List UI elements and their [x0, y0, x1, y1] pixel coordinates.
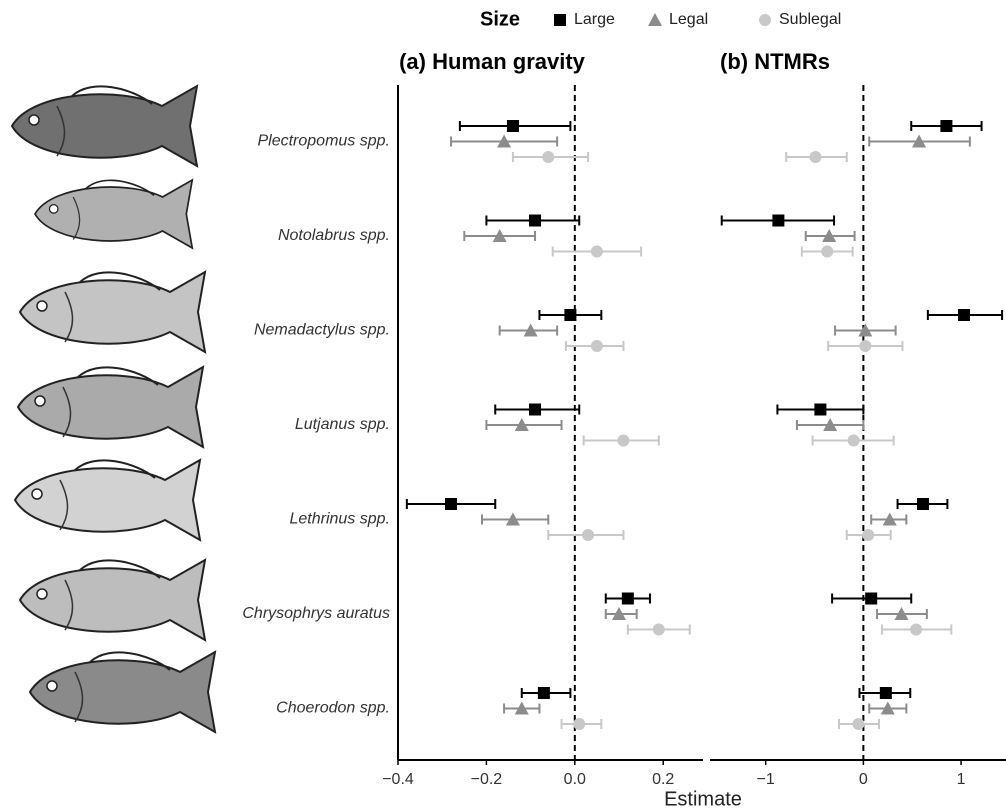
point: [772, 214, 785, 227]
point: [514, 701, 529, 715]
fish-illustrations: [11, 85, 216, 733]
point: [590, 245, 603, 258]
legend-label: Large: [574, 11, 615, 28]
category-label: Plectropomus spp.: [257, 133, 390, 150]
point: [814, 403, 827, 416]
point: [894, 607, 909, 620]
point: [858, 323, 873, 337]
point: [852, 718, 865, 730]
point: [564, 309, 577, 321]
legend-label: Legal: [669, 11, 708, 28]
x-tick-label: 0: [859, 771, 868, 788]
x-tick-label: 1: [957, 771, 966, 788]
x-axis-label: Estimate: [664, 788, 742, 810]
point: [879, 687, 892, 699]
point: [542, 151, 555, 163]
point: [916, 498, 929, 510]
legend-title: Size: [480, 8, 520, 30]
category-label: Chrysophrys auratus: [242, 605, 390, 622]
panel-title: (a) Human gravity: [399, 49, 586, 74]
point: [910, 623, 923, 636]
point: [822, 229, 837, 242]
point: [648, 13, 662, 26]
point: [862, 529, 875, 541]
category-label: Lutjanus spp.: [295, 416, 390, 433]
category-label: Lethrinus spp.: [289, 511, 390, 528]
x-tick-label: 0.2: [652, 771, 674, 788]
point: [612, 607, 627, 620]
point: [847, 434, 860, 447]
category-label: Choerodon spp.: [276, 700, 390, 717]
point: [865, 592, 878, 605]
point: [505, 512, 520, 526]
point: [445, 498, 458, 510]
panel-title: (b) NTMRs: [720, 49, 830, 74]
point: [859, 340, 872, 352]
point: [582, 529, 595, 541]
point: [617, 434, 630, 447]
point: [759, 14, 771, 26]
point: [506, 120, 519, 132]
point: [497, 134, 512, 148]
point: [823, 418, 838, 431]
point: [957, 309, 970, 321]
x-tick-label: −0.2: [471, 771, 503, 788]
category-label: Notolabrus spp.: [278, 227, 390, 244]
point: [882, 512, 897, 526]
point: [537, 687, 550, 699]
point: [529, 403, 542, 416]
point: [492, 229, 507, 242]
point: [652, 623, 665, 636]
point: [940, 120, 953, 132]
x-tick-label: −0.4: [382, 771, 414, 788]
point: [514, 418, 529, 431]
x-tick-label: 0.0: [564, 771, 586, 788]
point: [880, 701, 895, 715]
point: [554, 14, 566, 26]
category-label: Nemadactylus spp.: [254, 322, 390, 339]
point: [523, 323, 538, 337]
point: [590, 340, 603, 352]
point: [573, 718, 586, 730]
point: [912, 134, 927, 148]
point: [821, 245, 834, 258]
point: [621, 592, 634, 605]
legend-label: Sublegal: [779, 11, 841, 28]
point: [809, 151, 822, 163]
x-tick-label: −1: [757, 771, 775, 788]
point: [529, 214, 542, 227]
